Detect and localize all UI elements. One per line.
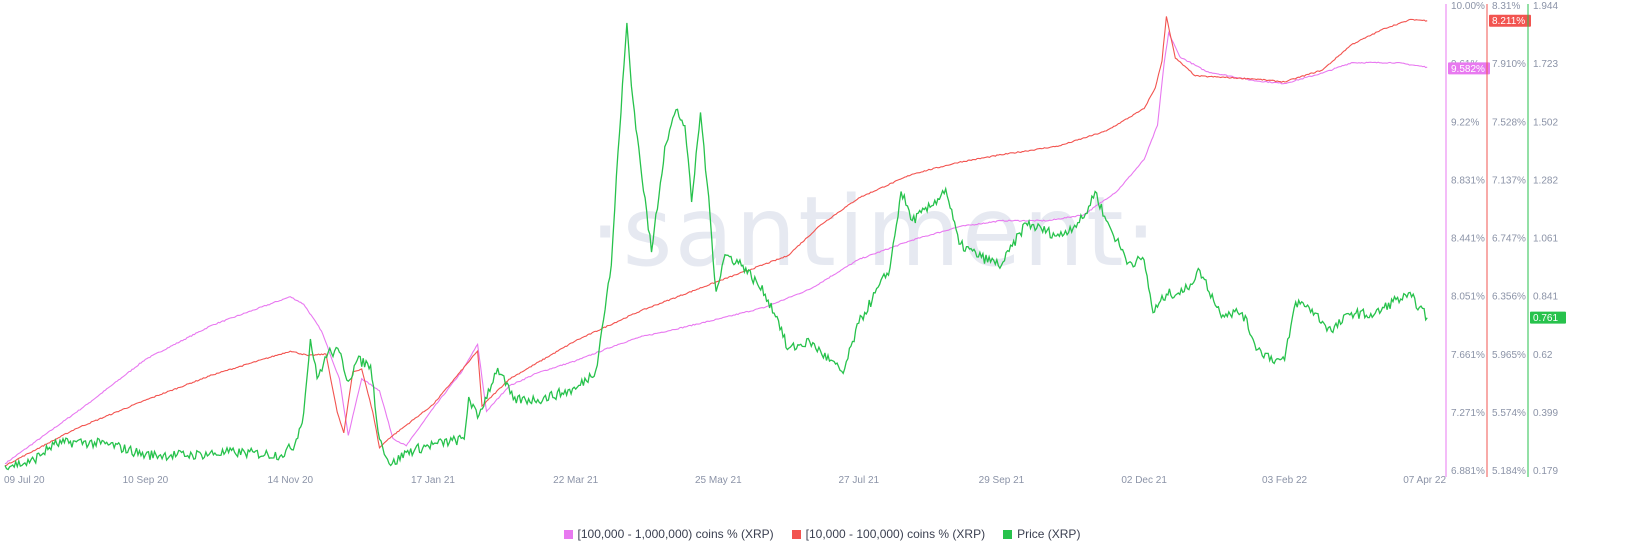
last-value-tag-price [1530,311,1566,324]
axes-layer: 10.00%9.61%9.22%8.831%8.441%8.051%7.661%… [1445,1,1566,477]
x-tick-label: 17 Jan 21 [411,475,455,486]
y-tick-price: 1.061 [1533,234,1558,245]
y-tick-price: 1.282 [1533,175,1558,186]
last-value-label-pct_100k_1m: 9.582% [1451,64,1485,75]
x-tick-label: 09 Jul 20 [4,475,45,486]
legend-swatch [1003,529,1013,539]
x-tick-label: 07 Apr 22 [1403,475,1446,486]
x-tick-label: 14 Nov 20 [268,475,314,486]
y-tick-price: 0.179 [1533,466,1558,477]
santiment-watermark: ·santiment· [590,176,1158,288]
y-tick-pct_100k_1m: 9.22% [1451,117,1479,128]
last-value-tag-pct_10k_100k [1489,14,1531,27]
y-tick-pct_10k_100k: 6.356% [1492,292,1526,303]
y-tick-price: 1.944 [1533,1,1558,12]
last-value-label-price: 0.761 [1533,313,1558,324]
legend-swatch [791,529,801,539]
x-tick-label: 02 Dec 21 [1121,475,1167,486]
legend-label: Price (XRP) [1017,527,1081,541]
y-tick-price: 0.841 [1533,292,1558,303]
x-tick-label: 29 Sep 21 [979,475,1025,486]
x-tick-label: 03 Feb 22 [1262,475,1307,486]
y-tick-pct_10k_100k: 5.574% [1492,408,1526,419]
y-tick-pct_100k_1m: 7.661% [1451,350,1485,361]
last-value-label-pct_10k_100k: 8.211% [1492,16,1525,27]
y-tick-pct_100k_1m: 8.831% [1451,175,1485,186]
y-tick-pct_10k_100k: 5.965% [1492,350,1526,361]
y-tick-pct_10k_100k: 6.747% [1492,234,1526,245]
y-tick-pct_10k_100k: 7.910% [1492,59,1526,70]
series-layer [4,16,1428,471]
y-tick-price: 1.723 [1533,59,1558,70]
y-tick-pct_10k_100k: 7.528% [1492,117,1526,128]
y-tick-pct_100k_1m: 6.881% [1451,466,1485,477]
y-tick-price: 1.502 [1533,117,1558,128]
y-tick-pct_10k_100k: 7.137% [1492,175,1526,186]
last-value-tag-pct_100k_1m [1448,62,1490,75]
legend-item-price[interactable]: Price (XRP) [1003,527,1080,541]
legend-swatch [563,529,573,539]
y-tick-pct_100k_1m: 10.00% [1451,1,1485,12]
y-tick-price: 0.62 [1533,350,1553,361]
legend-item-10k-100k[interactable]: [10,000 - 100,000) coins % (XRP) [791,527,986,541]
x-tick-label: 10 Sep 20 [123,475,169,486]
y-tick-pct_100k_1m: 8.441% [1451,234,1485,245]
legend-label: [10,000 - 100,000) coins % (XRP) [805,527,986,541]
legend-item-100k-1m[interactable]: [100,000 - 1,000,000) coins % (XRP) [563,527,774,541]
x-tick-label: 22 Mar 21 [553,475,598,486]
x-tick-label: 27 Jul 21 [838,475,879,486]
y-tick-pct_100k_1m: 7.271% [1451,408,1485,419]
y-tick-pct_100k_1m: 8.051% [1451,292,1485,303]
y-tick-pct_10k_100k: 5.184% [1492,466,1526,477]
y-tick-price: 0.399 [1533,408,1558,419]
chart-legend: [100,000 - 1,000,000) coins % (XRP) [10,… [0,527,1644,541]
series-line-pct_10k_100k [4,16,1428,467]
series-line-price [4,22,1428,471]
y-tick-pct_10k_100k: 8.31% [1492,1,1520,12]
x-tick-label: 25 May 21 [695,475,742,486]
chart-svg: ·santiment· 10.00%9.61%9.22%8.831%8.441%… [4,1,1566,486]
legend-label: [100,000 - 1,000,000) coins % (XRP) [577,527,774,541]
series-line-pct_100k_1m [4,30,1428,465]
x-axis: 09 Jul 20 10 Sep 20 14 Nov 20 17 Jan 21 22 M… [4,475,1446,486]
